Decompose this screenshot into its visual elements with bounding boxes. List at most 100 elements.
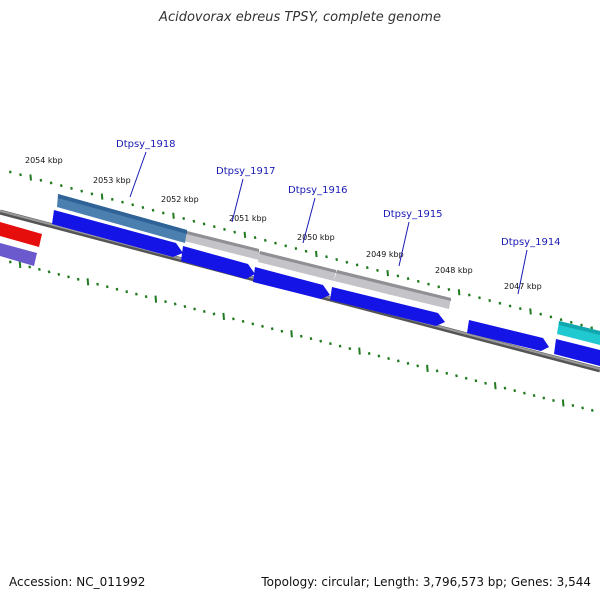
minor-tick xyxy=(57,272,61,276)
minor-tick xyxy=(335,257,339,261)
gene-dtpsy-1916-bar-edge xyxy=(259,251,336,273)
minor-tick xyxy=(28,265,32,269)
minor-tick xyxy=(183,305,187,309)
minor-tick xyxy=(532,394,536,398)
minor-tick xyxy=(406,277,410,281)
minor-tick xyxy=(80,189,84,193)
minor-tick xyxy=(590,326,594,330)
minor-tick xyxy=(590,408,594,412)
minor-tick xyxy=(8,170,12,174)
minor-tick xyxy=(365,266,369,270)
minor-tick xyxy=(192,219,196,223)
gene-label[interactable]: Dtpsy_1917 xyxy=(216,166,276,177)
major-tick xyxy=(243,231,247,238)
gene-label[interactable]: Dtpsy_1915 xyxy=(383,209,443,220)
minor-tick xyxy=(376,268,379,272)
minor-tick xyxy=(115,287,119,291)
minor-tick xyxy=(478,296,481,300)
cds-arrow-1916[interactable] xyxy=(253,267,330,299)
minor-tick xyxy=(569,320,573,324)
gene-dtpsy-1918-bar-highlight xyxy=(58,194,187,234)
minor-tick xyxy=(467,293,471,297)
major-tick xyxy=(494,382,497,390)
major-tick xyxy=(315,250,318,258)
gene-dtpsy-1917-bar[interactable] xyxy=(184,231,259,260)
minor-tick xyxy=(8,260,12,264)
minor-tick xyxy=(193,307,196,311)
major-tick xyxy=(426,364,429,372)
minor-tick xyxy=(427,282,430,286)
gene-red-bar[interactable] xyxy=(0,222,42,247)
minor-tick xyxy=(223,227,226,231)
minor-tick xyxy=(464,376,468,380)
minor-tick xyxy=(144,295,148,299)
minor-tick xyxy=(67,275,70,279)
cds-arrow-1918[interactable] xyxy=(52,210,183,257)
minor-tick xyxy=(232,317,235,321)
gene-leader-line xyxy=(231,178,244,223)
minor-tick xyxy=(523,391,526,395)
minor-tick xyxy=(488,298,492,302)
cds-arrow-1914[interactable] xyxy=(467,320,549,351)
kbp-label: 2051 kbp xyxy=(229,214,267,223)
major-tick xyxy=(86,278,90,286)
minor-tick xyxy=(406,361,410,365)
kbp-label: 2049 kbp xyxy=(366,250,404,259)
minor-tick xyxy=(377,354,381,358)
minor-tick xyxy=(503,386,507,390)
minor-tick xyxy=(131,203,135,207)
major-tick xyxy=(222,312,225,321)
gene-label[interactable]: Dtpsy_1918 xyxy=(116,139,176,150)
gene-leader-line xyxy=(517,249,528,295)
minor-tick xyxy=(552,399,555,403)
minor-tick xyxy=(96,282,99,286)
minor-tick xyxy=(284,244,288,248)
gene-purple-bar[interactable] xyxy=(0,243,37,266)
minor-tick xyxy=(241,319,245,323)
minor-tick xyxy=(164,300,167,304)
minor-tick xyxy=(270,327,274,331)
cds-arrow-right-edge[interactable] xyxy=(554,339,600,366)
minor-tick xyxy=(141,206,145,210)
gene-leader-lines xyxy=(129,151,528,295)
minor-tick xyxy=(173,302,177,306)
minor-tick xyxy=(105,285,109,289)
map-title: Acidovorax ebreus TPSY, complete genome xyxy=(159,10,441,25)
gene-dtpsy-1915-bar-edge xyxy=(336,270,451,301)
minor-tick xyxy=(518,307,522,311)
major-tick xyxy=(386,270,389,277)
minor-tick xyxy=(121,200,124,204)
gene-label[interactable]: Dtpsy_1914 xyxy=(501,237,561,248)
minor-tick xyxy=(251,322,255,326)
gene-leader-line xyxy=(398,221,410,267)
minor-tick xyxy=(76,277,80,281)
minor-tick xyxy=(474,379,478,383)
accession-text: Accession: NC_011992 xyxy=(9,575,146,589)
major-tick xyxy=(154,295,158,303)
minor-tick xyxy=(581,406,584,410)
minor-tick xyxy=(513,389,517,393)
minor-tick xyxy=(498,301,502,305)
major-tick xyxy=(529,308,532,315)
minor-tick xyxy=(580,323,583,327)
minor-tick xyxy=(447,288,451,292)
minor-tick xyxy=(263,238,267,242)
minor-tick xyxy=(396,359,400,363)
major-tick xyxy=(100,193,104,200)
minor-tick xyxy=(294,247,298,251)
minor-tick xyxy=(49,181,53,185)
gene-label[interactable]: Dtpsy_1916 xyxy=(288,185,348,196)
kbp-label: 2053 kbp xyxy=(93,176,131,185)
cds-arrow-1917[interactable] xyxy=(181,246,255,279)
minor-tick xyxy=(329,342,332,346)
minor-tick xyxy=(19,173,22,177)
minor-tick xyxy=(125,290,129,294)
minor-tick xyxy=(212,225,216,229)
minor-tick xyxy=(280,329,284,333)
inner-tick-ring xyxy=(8,260,594,412)
minor-tick xyxy=(135,292,138,296)
major-tick xyxy=(457,289,461,296)
cds-arrow-1915[interactable] xyxy=(330,287,445,326)
gene-dtpsy-1915-bar[interactable] xyxy=(334,270,451,309)
